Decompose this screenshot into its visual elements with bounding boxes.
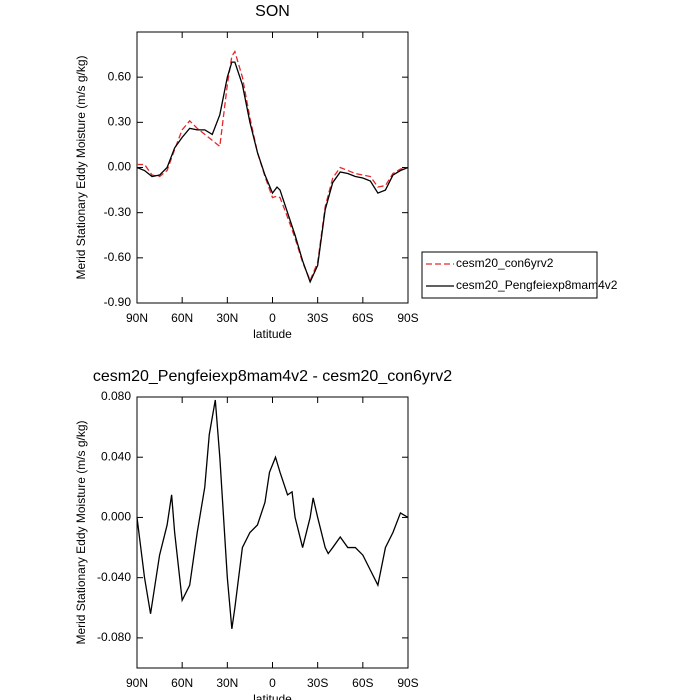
y-tick-label: -0.60 [104, 250, 132, 264]
y-tick-label: 0.080 [101, 389, 131, 403]
x-tick-label: 60N [171, 311, 193, 325]
x-tick-label: 90S [397, 676, 418, 690]
y-tick-label: 0.30 [108, 115, 132, 129]
data-line [137, 50, 409, 283]
data-line [136, 399, 409, 629]
y-tick-label: -0.30 [104, 205, 132, 219]
x-tick-label: 0 [269, 676, 276, 690]
x-tick-label: 30S [307, 311, 328, 325]
legend-label: cesm20_con6yrv2 [456, 256, 554, 270]
x-tick-label: 60S [352, 311, 373, 325]
data-line [136, 61, 409, 284]
y-axis-label: Merid Stationary Eddy Moisture (m/s g/kg… [74, 55, 88, 279]
x-tick-label: 30S [307, 676, 328, 690]
plot-frame [136, 396, 409, 669]
x-axis-label: latitude [253, 692, 292, 700]
y-tick-label: -0.080 [97, 630, 131, 644]
y-tick-label: -0.040 [97, 570, 131, 584]
x-tick-label: 90S [397, 311, 418, 325]
y-tick-label: 0.000 [101, 510, 131, 524]
x-axis-label: latitude [253, 327, 292, 341]
y-tick-label: 0.040 [101, 449, 131, 463]
y-tick-label: 0.00 [108, 160, 132, 174]
chart-title: cesm20_Pengfeiexp8mam4v2 - cesm20_con6yr… [93, 368, 452, 385]
x-tick-label: 60N [171, 676, 193, 690]
y-axis-label: Merid Stationary Eddy Moisture (m/s g/kg… [74, 420, 88, 644]
legend-box [421, 251, 598, 299]
x-tick-label: 90N [126, 311, 148, 325]
x-tick-label: 90N [126, 676, 148, 690]
x-tick-label: 30N [216, 676, 238, 690]
x-tick-label: 0 [269, 311, 276, 325]
y-tick-label: -0.90 [104, 295, 132, 309]
y-tick-label: 0.60 [108, 69, 132, 83]
legend-label: cesm20_Pengfeiexp8mam4v2 [456, 278, 618, 292]
plot-frame [136, 31, 409, 304]
x-tick-label: 30N [216, 311, 238, 325]
chart-title: SON [255, 3, 290, 20]
x-tick-label: 60S [352, 676, 373, 690]
